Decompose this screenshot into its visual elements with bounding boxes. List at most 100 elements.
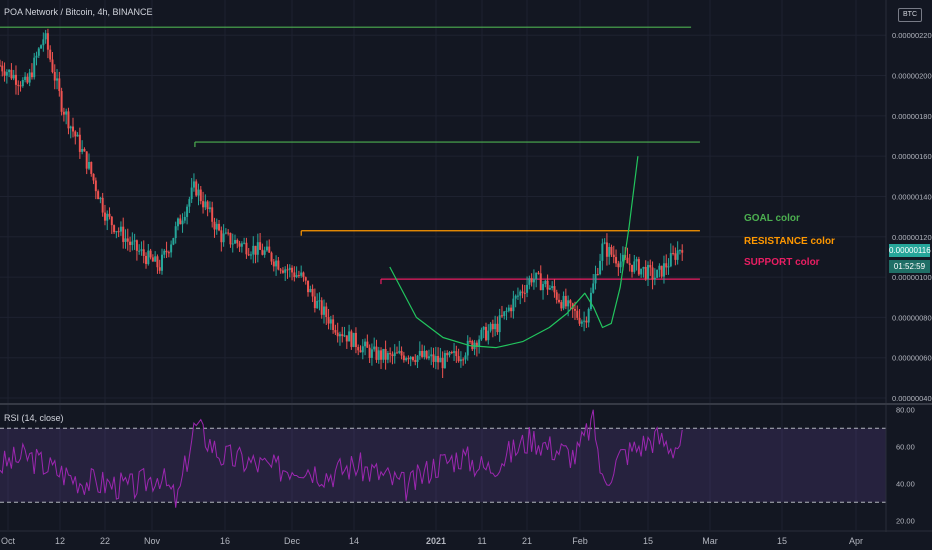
candle-body [316,300,319,309]
candle-body [646,265,649,279]
candle-body [496,323,499,333]
candle-body [669,253,672,267]
candle-body [156,256,159,268]
candle-body [396,352,399,354]
candle-body [220,230,223,243]
candle-body [555,292,558,300]
candle-body [608,246,611,257]
candle-body [352,332,355,347]
candle-body [26,76,29,83]
candle-body [662,263,665,277]
candle-body [480,329,483,340]
candle-body [649,265,652,268]
candle-body [464,355,467,360]
candle-body [603,242,606,244]
candle-body [119,226,122,232]
candle-body [44,33,47,40]
candle-body [469,340,472,342]
candle-body [375,346,378,360]
candle-body [487,330,490,341]
candle-body [676,250,679,260]
candle-body [400,350,403,356]
time-axis-label: 21 [522,536,532,546]
candle-body [218,223,221,231]
candle-body [167,252,170,254]
candle-body [583,320,586,322]
candle-body [366,341,369,348]
time-axis-label: Feb [572,536,588,546]
candle-body [589,292,592,309]
candle-body [532,278,535,283]
candle-body [270,252,273,262]
candle-body [99,197,102,200]
candle-body [40,45,43,49]
candle-body [619,261,622,268]
candle-body [329,319,332,324]
candle-body [443,353,446,369]
candle-body [67,111,70,129]
price-axis-label: 0.00000220 [892,31,932,40]
candle-body [108,213,111,217]
candle-body [327,317,330,324]
candle-body [421,350,424,357]
candle-body [674,253,677,260]
candle-body [656,269,659,278]
candle-body [186,206,189,217]
candle-body [252,245,255,255]
candle-body [140,249,143,251]
candle-body [338,334,341,337]
candle-body [204,201,207,208]
candle-body [437,356,440,363]
candle-body [110,216,113,226]
candle-body [87,161,90,169]
candle-body [544,280,547,285]
candle-body [626,257,629,264]
candle-body [569,300,572,304]
candle-body [348,331,351,342]
candle-body [176,218,179,227]
rsi-band [0,428,886,503]
candle-body [106,213,109,221]
candle-body [459,359,462,362]
candle-body [268,246,271,253]
candle-body [510,307,513,312]
candle-body [466,340,469,356]
candle-body [35,55,38,58]
candle-body [457,356,460,362]
candle-body [439,357,442,363]
countdown-tag: 01:52:59 [889,260,930,273]
candle-body [562,295,565,309]
candle-body [49,49,52,60]
time-axis-label: Nov [144,536,161,546]
candle-body [24,76,27,80]
candle-body [147,250,150,265]
candle-body [124,238,127,242]
candle-body [183,216,186,221]
candle-body [170,244,173,253]
candle-body [12,74,15,79]
candle-body [398,350,401,354]
candle-body [453,351,456,353]
candle-body [154,256,157,262]
candle-body [521,291,524,293]
candle-body [83,148,86,152]
candle-body [354,332,357,348]
currency-badge[interactable]: BTC [898,8,922,22]
candle-body [17,84,20,86]
rsi-axis-label: 60.00 [896,443,915,452]
candle-body [151,257,154,262]
candle-body [564,295,567,307]
candle-body [236,240,239,244]
candle-body [188,199,191,207]
candle-body [3,71,6,76]
price-axis-label: 0.00000080 [892,313,932,322]
candle-body [304,277,307,281]
candle-body [448,352,451,356]
price-axis-label: 0.00000120 [892,233,932,242]
candle-body [491,323,494,330]
candle-body [46,33,49,50]
candle-body [65,111,68,115]
candle-body [19,85,22,87]
candle-body [76,134,79,137]
